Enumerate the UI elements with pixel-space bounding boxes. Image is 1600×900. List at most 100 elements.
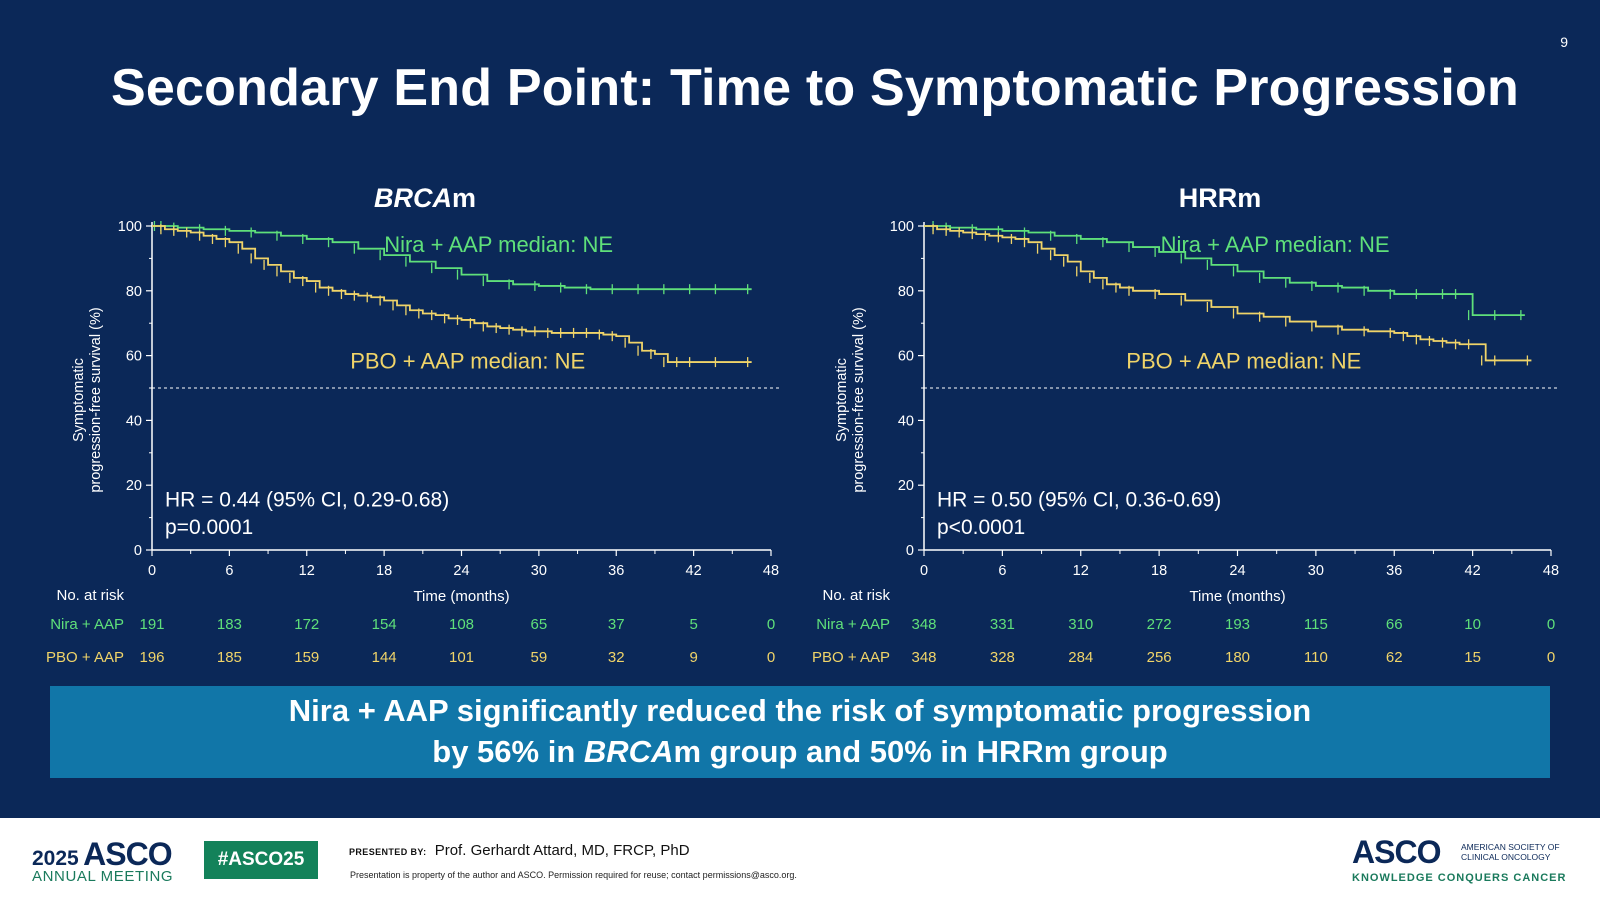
y-tick-label: 80 [898,284,914,300]
presenter-name: Prof. Gerhardt Attard, MD, FRCP, PhD [434,842,690,859]
risk-count: 185 [217,649,242,666]
risk-count: 0 [767,616,775,633]
risk-count: 172 [294,616,319,633]
risk-count: 37 [608,616,625,633]
banner-line-2: by 56% in BRCAm group and 50% in HRRm gr… [50,731,1550,772]
y-tick-label: 0 [906,543,914,559]
x-tick-label: 30 [1308,563,1324,579]
risk-count: 0 [1547,649,1555,666]
y-tick-label: 20 [898,478,914,494]
risk-count: 10 [1464,616,1481,633]
risk-table-title: No. at risk [56,587,124,604]
logo-meeting: ANNUAL MEETING [32,868,174,885]
risk-count: 310 [1068,616,1093,633]
society-line-1: AMERICAN SOCIETY OF [1461,842,1560,852]
hr-annotation: HR = 0.44 (95% CI, 0.29-0.68) [165,488,449,511]
presented-by: PRESENTED BY: Prof. Gerhardt Attard, MD,… [349,842,690,859]
x-tick-label: 18 [376,563,392,579]
presented-by-label: PRESENTED BY: [349,847,427,857]
banner-line-2-b: BRCA [583,734,674,769]
risk-count: 66 [1386,616,1403,633]
disclaimer: Presentation is property of the author a… [350,870,797,880]
p-value-annotation: p<0.0001 [937,516,1025,539]
asco-logo-right: ASCO [1352,834,1441,870]
risk-count: 183 [217,616,242,633]
risk-count: 101 [449,649,474,666]
risk-count: 5 [689,616,697,633]
y-tick-label: 60 [126,349,142,365]
x-tick-label: 42 [686,563,702,579]
risk-count: 62 [1386,649,1403,666]
banner-line-2-a: by 56% in [432,734,584,769]
y-tick-label: 0 [134,543,142,559]
x-tick-label: 42 [1465,563,1481,579]
x-tick-label: 6 [998,563,1006,579]
slide-body: 9 Secondary End Point: Time to Symptomat… [0,0,1600,818]
x-tick-label: 48 [763,563,779,579]
risk-count: 256 [1147,649,1172,666]
risk-row-label: Nira + AAP [50,616,124,633]
hashtag-badge: #ASCO25 [204,841,318,879]
risk-count: 348 [911,649,936,666]
x-tick-label: 48 [1543,563,1559,579]
x-tick-label: 0 [148,563,156,579]
chart-title: BRCAm [374,183,476,213]
km-curve-nira-aap [152,225,752,291]
risk-count: 32 [608,649,625,666]
x-axis-label: Time (months) [1189,588,1285,605]
risk-count: 272 [1147,616,1172,633]
risk-count: 159 [294,649,319,666]
y-axis-label-line1: Symptomatic [834,358,850,442]
risk-count: 144 [372,649,397,666]
risk-row-label: PBO + AAP [46,649,124,666]
p-value-annotation: p=0.0001 [165,516,253,539]
chart-title-text: HRRm [1179,183,1262,213]
x-tick-label: 24 [1229,563,1245,579]
risk-count: 110 [1304,649,1328,666]
risk-table-title: No. at risk [822,587,890,604]
risk-count: 65 [531,616,548,633]
risk-count: 284 [1068,649,1093,666]
risk-count: 193 [1225,616,1250,633]
risk-count: 196 [139,649,164,666]
y-tick-label: 40 [126,413,142,429]
pbo-median-label: PBO + AAP median: NE [350,349,585,374]
y-axis-label-line2: progression-free survival (%) [88,307,104,492]
risk-count: 108 [449,616,474,633]
chart-title-italic: BRCA [374,183,452,213]
km-curve-nira-aap [924,225,1525,316]
y-tick-label: 80 [126,284,142,300]
risk-row-label: Nira + AAP [816,616,890,633]
risk-count: 328 [990,649,1015,666]
risk-count: 348 [911,616,936,633]
risk-count: 0 [767,649,775,666]
risk-count: 154 [372,616,397,633]
y-tick-label: 60 [898,349,914,365]
banner-line-2-c: m group and 50% in HRRm group [673,734,1168,769]
risk-count: 331 [990,616,1015,633]
conclusion-banner: Nira + AAP significantly reduced the ris… [50,686,1550,778]
y-axis-label-line1: Symptomatic [71,358,87,442]
nira-median-label: Nira + AAP median: NE [384,232,613,257]
x-tick-label: 12 [299,563,315,579]
y-tick-label: 100 [890,219,914,235]
x-tick-label: 6 [225,563,233,579]
risk-count: 180 [1225,649,1250,666]
x-tick-label: 36 [1386,563,1402,579]
risk-count: 191 [139,616,164,633]
footer: 2025 ASCO ANNUAL MEETING #ASCO25 PRESENT… [0,818,1600,900]
asco-meeting-logo: 2025 ASCO [32,836,173,873]
risk-count: 59 [531,649,548,666]
x-axis-label: Time (months) [413,588,509,605]
asco-tagline: KNOWLEDGE CONQUERS CANCER [1352,872,1567,884]
risk-row-label: PBO + AAP [812,649,890,666]
risk-count: 9 [689,649,697,666]
risk-count: 115 [1304,616,1328,633]
risk-count: 15 [1464,649,1481,666]
x-tick-label: 36 [608,563,624,579]
chart-title: HRRm [1179,183,1262,213]
y-tick-label: 20 [126,478,142,494]
y-axis-label-line2: progression-free survival (%) [851,307,867,492]
